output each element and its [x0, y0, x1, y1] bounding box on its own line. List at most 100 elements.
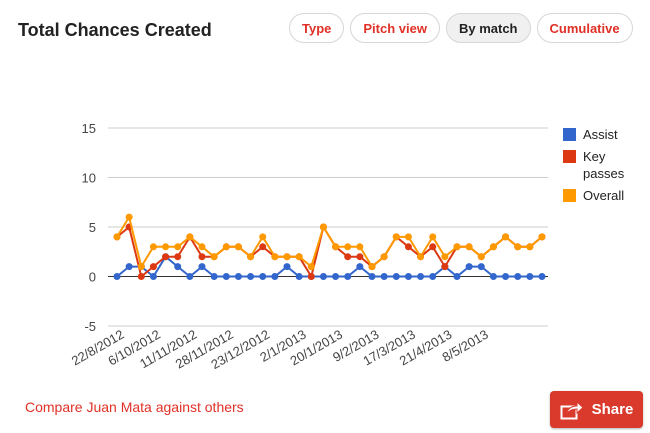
data-point	[356, 263, 364, 271]
data-point	[368, 273, 376, 280]
data-point	[453, 243, 461, 251]
data-point	[502, 233, 510, 241]
y-tick-label: 5	[89, 220, 96, 235]
data-point	[538, 233, 546, 241]
data-point	[392, 273, 400, 280]
data-point	[465, 243, 473, 251]
data-point	[307, 263, 315, 271]
y-tick-label: 15	[82, 121, 96, 136]
data-point	[125, 213, 133, 221]
data-point	[514, 273, 522, 280]
data-point	[259, 243, 267, 251]
data-point	[319, 273, 327, 280]
data-point	[174, 263, 182, 271]
data-point	[489, 243, 497, 251]
data-point	[174, 243, 182, 251]
y-tick-label: 10	[82, 171, 96, 186]
data-point	[477, 263, 485, 271]
data-point	[368, 263, 376, 271]
data-point	[344, 253, 352, 261]
data-point	[404, 273, 412, 280]
data-point	[113, 233, 121, 241]
share-button[interactable]: Share	[550, 391, 643, 428]
data-point	[344, 273, 352, 280]
data-point	[356, 243, 364, 251]
data-point	[137, 263, 145, 271]
data-point	[477, 253, 485, 261]
data-point	[210, 273, 218, 280]
data-point	[380, 253, 388, 261]
data-point	[514, 243, 522, 251]
legend-swatch	[563, 150, 576, 163]
data-point	[186, 233, 194, 241]
share-arrow-icon	[560, 400, 584, 419]
data-point	[307, 273, 315, 280]
data-point	[222, 273, 230, 280]
data-point	[332, 243, 340, 251]
data-point	[174, 253, 182, 261]
data-point	[259, 233, 267, 241]
chances-chart: 151050-522/8/20126/10/201211/11/201228/1…	[69, 121, 625, 372]
data-point	[502, 273, 510, 280]
tab-cumulative[interactable]: Cumulative	[536, 13, 633, 43]
data-point	[162, 253, 170, 261]
data-point	[234, 243, 242, 251]
data-point	[234, 273, 242, 280]
data-point	[283, 263, 291, 271]
legend-swatch	[563, 128, 576, 141]
data-point	[247, 253, 255, 261]
data-point	[247, 273, 255, 280]
data-point	[186, 273, 194, 280]
data-point	[356, 253, 364, 261]
tab-pitch-view[interactable]: Pitch view	[350, 13, 440, 43]
data-point	[429, 243, 437, 251]
data-point	[526, 273, 534, 280]
data-point	[295, 273, 303, 280]
data-point	[198, 263, 206, 271]
data-point	[283, 253, 291, 261]
y-tick-label: 0	[89, 270, 96, 285]
data-point	[417, 253, 425, 261]
data-point	[295, 253, 303, 261]
data-point	[149, 263, 157, 271]
data-point	[441, 263, 449, 271]
tab-type[interactable]: Type	[289, 13, 345, 43]
legend-label: Overall	[583, 188, 624, 203]
data-point	[113, 273, 121, 280]
legend-label: Key passes	[583, 149, 625, 181]
series-line	[116, 216, 543, 268]
data-point	[526, 243, 534, 251]
data-point	[429, 273, 437, 280]
data-point	[465, 263, 473, 271]
page-title: Total Chances Created	[18, 20, 212, 40]
data-point	[222, 243, 230, 251]
data-point	[271, 273, 279, 280]
data-point	[417, 273, 425, 280]
legend-swatch	[563, 189, 576, 202]
data-point	[404, 233, 412, 241]
data-point	[149, 273, 157, 280]
data-point	[210, 253, 218, 261]
data-point	[198, 253, 206, 261]
data-point	[453, 273, 461, 280]
data-point	[319, 223, 327, 231]
data-point	[404, 243, 412, 251]
view-tabs: Type Pitch view By match Cumulative	[289, 13, 633, 43]
data-point	[441, 253, 449, 261]
data-point	[380, 273, 388, 280]
data-point	[198, 243, 206, 251]
data-point	[259, 273, 267, 280]
data-point	[332, 273, 340, 280]
legend-label: Assist	[583, 127, 618, 142]
data-point	[538, 273, 546, 280]
data-point	[489, 273, 497, 280]
compare-link[interactable]: Compare Juan Mata against others	[25, 399, 244, 415]
data-point	[162, 243, 170, 251]
data-point	[271, 253, 279, 261]
data-point	[392, 233, 400, 241]
data-point	[344, 243, 352, 251]
data-point	[149, 243, 157, 251]
data-point	[429, 233, 437, 241]
tab-by-match[interactable]: By match	[445, 13, 531, 43]
y-tick-label: -5	[84, 319, 96, 334]
